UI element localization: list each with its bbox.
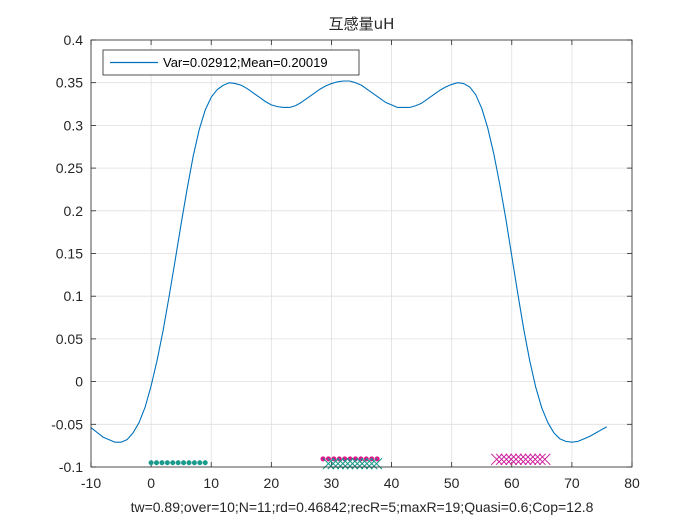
marker-dot [170,460,176,466]
y-tick-labels: -0.1 -0.05 0 0.05 0.1 0.15 0.2 0.25 0.3 0.35 0.4 [51,32,83,475]
marker-dot [148,460,154,466]
y-tick-label: 0.35 [56,75,83,91]
marker-dot [191,460,197,466]
series-line [90,80,608,443]
marker-dot [164,460,170,466]
chart-title: 互感量uH [329,15,395,33]
marker-dot [374,456,380,462]
marker-cross-stroke [505,453,518,466]
marker-dot [320,456,326,462]
x-tick-label: 40 [384,475,400,491]
y-tick-label: 0.1 [64,288,84,304]
marker-cross-stroke [524,453,537,466]
marker-cross-stroke [534,453,546,466]
marker-dot [358,456,364,462]
marker-dot [197,460,203,466]
marker-cross-stroke [490,453,503,466]
marker-dot [202,460,208,466]
marker-cross [495,453,508,466]
marker-dot [186,460,192,466]
x-tick-label: -10 [81,475,101,491]
y-tick-label: 0 [75,374,83,390]
x-axis-label: tw=0.89;over=10;N=11;rd=0.46842;recR=5;m… [131,499,594,515]
marker-cross-stroke [538,453,551,466]
legend: Var=0.02912;Mean=0.20019 [102,49,360,76]
marker-cross-stroke [500,453,513,466]
y-tick-label: 0.4 [64,32,84,48]
marker-dot [181,460,187,466]
marker-cross [514,453,527,466]
marker-dot [336,456,342,462]
x-tick-label: 80 [624,475,640,491]
x-tick-label: 60 [504,475,520,491]
x-tick-label: 50 [444,475,460,491]
marker-cross-stroke [495,453,508,466]
marker-cross-stroke [510,453,522,466]
x-tick-label: 70 [564,475,580,491]
y-tick-label: -0.1 [59,459,83,475]
marker-dot [175,460,181,466]
marker-cross-stroke [519,453,532,466]
marker-cross [505,453,518,466]
y-tick-label: 0.25 [56,160,83,176]
axes-frame [90,39,633,468]
marker-cross-stroke [529,453,542,466]
x-tick-label: 20 [264,475,280,491]
y-tick-label: -0.05 [51,416,83,432]
y-tick-label: 0.15 [56,246,83,262]
marker-cross [490,453,503,466]
x-tick-label: 30 [324,475,340,491]
marker-cross [529,453,542,466]
y-tick-label: 0.2 [64,203,84,219]
series-layer [90,80,608,443]
y-tick-label: 0.3 [64,117,84,133]
marker-cross [500,453,513,466]
marker-dot [153,460,160,466]
marker-cross [519,453,532,466]
marker-cross [510,453,522,466]
marker-cross [538,453,551,466]
x-tick-label: 0 [147,475,155,491]
marker-dot [159,460,165,466]
marker-cross [524,453,537,466]
marker-cross [534,453,546,466]
marker-cross-stroke [514,453,527,466]
x-tick-label: 10 [203,475,219,491]
legend-entry-label: Var=0.02912;Mean=0.20019 [163,55,328,70]
x-tick-labels: -10 0 10 20 30 40 50 60 70 80 [81,475,640,491]
y-tick-label: 0.05 [56,331,83,347]
